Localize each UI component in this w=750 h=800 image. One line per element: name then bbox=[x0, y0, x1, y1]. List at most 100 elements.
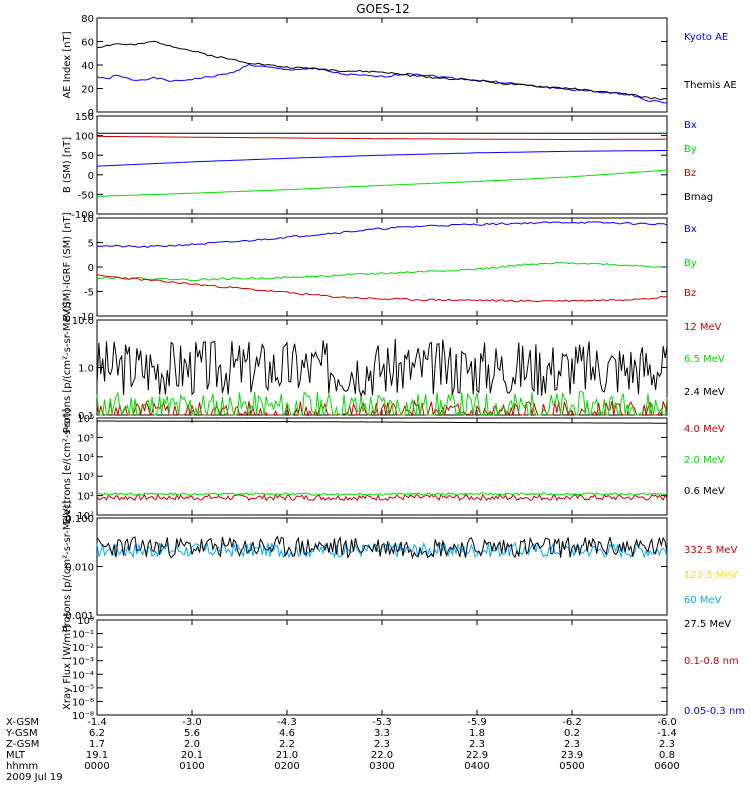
y-tick-label: -100 bbox=[71, 210, 94, 221]
x-axis-value: 2.3 bbox=[564, 739, 580, 750]
legend-entry: 122.5 MeV bbox=[684, 570, 738, 581]
x-axis-value: -5.9 bbox=[467, 717, 487, 728]
y-tick-label: 5 bbox=[88, 239, 94, 250]
legend-entry: Bx bbox=[684, 120, 697, 131]
panel-frame bbox=[96, 217, 668, 317]
y-tick-label: 0 bbox=[88, 263, 94, 274]
x-axis-row-label: Z-GSM bbox=[6, 739, 39, 750]
legend-entry: Themis AE bbox=[683, 80, 737, 91]
x-axis-value: 4.6 bbox=[279, 728, 295, 739]
x-axis-value: -6.2 bbox=[562, 717, 582, 728]
y-tick-label: 0.001 bbox=[65, 611, 94, 622]
x-axis-value: 0600 bbox=[654, 761, 679, 772]
panel-frame bbox=[96, 619, 668, 716]
y-axis-label: B (SM) [nT] bbox=[62, 137, 73, 193]
x-axis-value: 0.2 bbox=[564, 728, 580, 739]
x-axis-value: 0500 bbox=[559, 761, 584, 772]
x-axis-value: -6.0 bbox=[657, 717, 677, 728]
x-axis-value: 2.3 bbox=[659, 739, 675, 750]
x-axis-value: 21.0 bbox=[276, 750, 298, 761]
legend-entry: 0.05-0.3 nm bbox=[684, 706, 745, 717]
y-axis-label: B (SM)-IGRF (SM) [nT] bbox=[62, 212, 73, 321]
y-tick-label: -10 bbox=[78, 312, 94, 323]
panel-2: -100 -50 0 50 100 150 B (SM) [nT] Bx By Bz Bmag bbox=[62, 112, 713, 221]
y-tick-label: 100 bbox=[75, 132, 94, 143]
x-axis-value: 0200 bbox=[274, 761, 299, 772]
panel-1: 0 20 40 60 80 AE Index [nT] Kyoto AE Themis AE bbox=[62, 14, 737, 119]
y-tick-label: 10⁻¹ bbox=[72, 630, 94, 641]
y-tick-label: 0.100 bbox=[65, 514, 94, 525]
y-tick-label: 60 bbox=[81, 38, 94, 49]
y-tick-label: 80 bbox=[81, 14, 94, 25]
y-tick-label: 0.010 bbox=[65, 563, 94, 574]
legend-entry: 4.0 MeV bbox=[684, 424, 725, 435]
legend-entry: 0.6 MeV bbox=[684, 486, 725, 497]
y-axis-label: Protons [p/(cm²-s-sr-MeV)] bbox=[62, 501, 73, 633]
y-tick-label: 10⁻⁵ bbox=[72, 684, 94, 695]
x-axis-value: 23.9 bbox=[561, 750, 583, 761]
panel-3: -10 -5 0 5 10 B (SM)-IGRF (SM) [nT] Bx By Bz bbox=[62, 212, 697, 323]
x-axis-value: 0400 bbox=[464, 761, 489, 772]
legend-entry: By bbox=[684, 144, 697, 155]
legend-entry: 27.5 MeV bbox=[684, 619, 731, 630]
x-axis-value: 20.1 bbox=[181, 750, 203, 761]
x-axis-value: 2.3 bbox=[374, 739, 390, 750]
x-axis-value: 2.2 bbox=[279, 739, 295, 750]
x-axis-row-label: hhmm bbox=[6, 761, 38, 772]
x-axis-date: 2009 Jul 19 bbox=[6, 772, 63, 783]
y-tick-label: 0.1 bbox=[78, 411, 94, 422]
legend-entry: 0.1-0.8 nm bbox=[684, 656, 739, 667]
x-axis-value: 22.0 bbox=[371, 750, 393, 761]
series-line-0-6-mev bbox=[97, 420, 667, 424]
legend-entry: By bbox=[684, 258, 697, 269]
y-axis-label: Electrons [e/(cm²-s-sr)] bbox=[62, 409, 73, 525]
x-axis-row-label: X-GSM bbox=[6, 717, 39, 728]
series-line-kyoto-ae bbox=[96, 63, 667, 104]
y-tick-label: 50 bbox=[81, 151, 94, 162]
series-line-12-mev bbox=[96, 399, 668, 417]
series-line-bz bbox=[96, 274, 668, 303]
y-tick-label: 0 bbox=[88, 171, 94, 182]
y-tick-label: 10⁻² bbox=[72, 643, 94, 654]
y-tick-label: 10⁴ bbox=[77, 453, 94, 464]
panel-frame bbox=[96, 115, 668, 215]
panel-frame bbox=[96, 17, 668, 113]
series-line-bz bbox=[97, 135, 667, 140]
panel-5: 10¹ 10² 10³ 10⁴ 10⁵ 10⁶ Electrons [e/(cm²-s-sr… bbox=[62, 409, 725, 525]
series-line-bx bbox=[96, 221, 668, 249]
x-axis-row-label: MLT bbox=[6, 750, 26, 761]
x-axis-value: -1.4 bbox=[657, 728, 677, 739]
series-line-themis-ae bbox=[96, 40, 667, 101]
series-line-bx bbox=[96, 150, 667, 167]
y-tick-label: 10⁶ bbox=[77, 414, 94, 425]
x-axis-value: -1.4 bbox=[87, 717, 107, 728]
x-axis-row-label: Y-GSM bbox=[5, 728, 38, 739]
legend-entry: Bz bbox=[684, 288, 696, 299]
x-axis-value: 22.9 bbox=[466, 750, 488, 761]
y-axis-label: Xray Flux [W/m²] bbox=[62, 625, 73, 710]
y-tick-label: 10⁻⁴ bbox=[72, 670, 94, 681]
x-axis-value: 0000 bbox=[84, 761, 109, 772]
x-axis-value: 0.8 bbox=[659, 750, 675, 761]
legend-entry: 332.5 MeV bbox=[684, 545, 738, 556]
y-tick-label: 10 bbox=[81, 214, 94, 225]
y-tick-label: 10⁻⁶ bbox=[72, 697, 94, 708]
legend-entry: 60 MeV bbox=[684, 595, 722, 606]
panel-frame bbox=[96, 517, 668, 616]
y-axis-label: AE Index [nT] bbox=[62, 31, 73, 98]
series-line-27-5-mev bbox=[96, 535, 668, 560]
legend-entry: Bmag bbox=[684, 192, 713, 203]
legend-entry: 12 MeV bbox=[684, 322, 722, 333]
series-line-by bbox=[96, 169, 668, 197]
x-axis-value: 0100 bbox=[179, 761, 204, 772]
series-line-by bbox=[96, 261, 668, 282]
y-tick-label: 10.0 bbox=[72, 316, 94, 327]
y-tick-label: 10⁻⁸ bbox=[72, 711, 94, 722]
y-tick-label: 20 bbox=[81, 85, 94, 96]
x-axis-value: -5.3 bbox=[372, 717, 392, 728]
series-line-2-4-mev bbox=[96, 338, 668, 398]
y-axis-label: Protons [p/(cm²-s-sr-MeV)] bbox=[62, 302, 73, 434]
x-axis-value: 19.1 bbox=[86, 750, 108, 761]
y-tick-label: 10⁻³ bbox=[72, 657, 94, 668]
